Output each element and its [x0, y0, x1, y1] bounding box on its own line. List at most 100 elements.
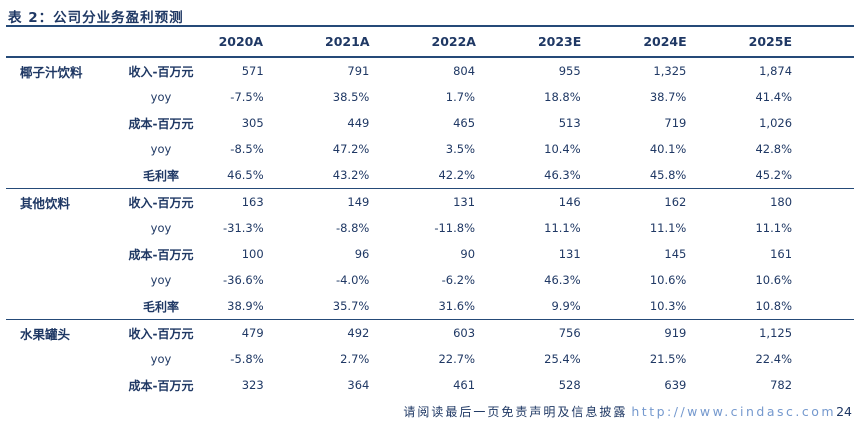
value-cell: 10.6% [755, 273, 793, 287]
year-header: 2020A [218, 34, 264, 49]
metric-label: yoy [150, 142, 172, 156]
metric-label: 成本-百万元 [128, 116, 194, 131]
value-cell: 47.2% [332, 142, 370, 156]
profit-forecast-table: 2020A 2021A 2022A 2023E 2024E 2025E 椰子汁饮料 收入-百… [6, 25, 854, 398]
value-cell: 791 [347, 64, 370, 78]
metric-label: 毛利率 [142, 168, 179, 183]
value-cell: 305 [241, 116, 264, 130]
value-cell: 465 [453, 116, 476, 130]
value-cell: -31.3% [222, 221, 264, 235]
value-cell: 46.3% [544, 273, 581, 287]
value-cell: 449 [347, 116, 370, 130]
value-cell: 25.4% [544, 352, 581, 366]
value-cell: 461 [453, 378, 476, 392]
value-cell: 45.8% [649, 168, 687, 182]
value-cell: 719 [664, 116, 687, 130]
value-cell: 323 [241, 378, 264, 392]
value-cell: 639 [664, 378, 687, 392]
table-row: 水果罐头 收入-百万元 479 492 603 756 919 1,125 [6, 320, 854, 346]
value-cell: 955 [558, 64, 581, 78]
value-cell: 131 [558, 247, 581, 261]
value-cell: 756 [558, 326, 581, 340]
year-header: 2022A [431, 34, 476, 49]
value-cell: 11.1% [544, 221, 581, 235]
table-row: 毛利率 46.5% 43.2% 42.2% 46.3% 45.8% 45.2% [6, 162, 854, 188]
value-cell: 571 [241, 64, 264, 78]
value-cell: 42.8% [755, 142, 793, 156]
value-cell: 1,325 [653, 64, 687, 78]
page-number: 24 [836, 404, 852, 419]
value-cell: 146 [558, 195, 581, 209]
table-row: 其他饮料 收入-百万元 163 149 131 146 162 180 [6, 189, 854, 215]
value-cell: 364 [347, 378, 370, 392]
value-cell: 492 [347, 326, 370, 340]
value-cell: 40.1% [649, 142, 687, 156]
value-cell: 1.7% [445, 90, 476, 104]
metric-label: yoy [150, 90, 172, 104]
table-row: yoy -31.3% -8.8% -11.8% 11.1% 11.1% 11.1% [6, 215, 854, 241]
metric-label: 收入-百万元 [128, 326, 194, 341]
table-title: 表 2：公司分业务盈利预测 [8, 10, 184, 26]
value-cell: 90 [460, 247, 476, 261]
value-cell: -6.2% [441, 273, 476, 287]
metric-label: yoy [150, 352, 172, 366]
value-cell: -5.8% [230, 352, 264, 366]
value-cell: 35.7% [332, 299, 370, 313]
table-row: yoy -7.5% 38.5% 1.7% 18.8% 38.7% 41.4% [6, 84, 854, 110]
value-cell: 2.7% [340, 352, 370, 366]
value-cell: 18.8% [544, 90, 581, 104]
table-row: 成本-百万元 323 364 461 528 639 782 [6, 372, 854, 398]
value-cell: 45.2% [755, 168, 793, 182]
value-cell: -8.5% [230, 142, 264, 156]
value-cell: -36.6% [222, 273, 264, 287]
value-cell: 38.9% [227, 299, 264, 313]
value-cell: 22.7% [438, 352, 476, 366]
segment-group: 其他饮料 收入-百万元 163 149 131 146 162 180 yoy -31.3% -8.… [6, 189, 854, 320]
table-body: 椰子汁饮料 收入-百万元 571 791 804 955 1,325 1,874 yoy -7.5… [6, 58, 854, 398]
metric-label: yoy [150, 273, 172, 287]
value-cell: 10.4% [544, 142, 581, 156]
value-cell: 100 [241, 247, 264, 261]
value-cell: 161 [770, 247, 793, 261]
value-cell: 3.5% [445, 142, 476, 156]
metric-label: 收入-百万元 [128, 195, 194, 210]
metric-label: 成本-百万元 [128, 378, 194, 393]
value-cell: 10.8% [755, 299, 793, 313]
footer-url-link[interactable]: http://www.cindasc.com [631, 404, 837, 419]
value-cell: 163 [241, 195, 264, 209]
value-cell: -7.5% [230, 90, 264, 104]
value-cell: 149 [347, 195, 370, 209]
metric-label: 成本-百万元 [128, 247, 194, 262]
segment-label: 椰子汁饮料 [20, 64, 83, 80]
value-cell: 131 [453, 195, 476, 209]
metric-label: 毛利率 [142, 299, 179, 314]
table-row: yoy -5.8% 2.7% 22.7% 25.4% 21.5% 22.4% [6, 346, 854, 372]
year-header: 2024E [643, 34, 687, 49]
value-cell: -11.8% [434, 221, 476, 235]
value-cell: 1,026 [759, 116, 793, 130]
value-cell: 528 [558, 378, 581, 392]
value-cell: 11.1% [755, 221, 793, 235]
value-cell: 1,874 [759, 64, 793, 78]
value-cell: 919 [664, 326, 687, 340]
value-cell: 162 [664, 195, 687, 209]
value-cell: 782 [770, 378, 793, 392]
table-row: 毛利率 38.9% 35.7% 31.6% 9.9% 10.3% 10.8% [6, 293, 854, 319]
table-row: 成本-百万元 100 96 90 131 145 161 [6, 241, 854, 267]
value-cell: 96 [354, 247, 370, 261]
segment-label: 水果罐头 [20, 326, 71, 342]
value-cell: 804 [453, 64, 476, 78]
value-cell: 9.9% [551, 299, 581, 313]
metric-label: 收入-百万元 [128, 64, 194, 79]
value-cell: -8.8% [335, 221, 370, 235]
value-cell: 10.6% [649, 273, 687, 287]
metric-label: yoy [150, 221, 172, 235]
value-cell: 180 [770, 195, 793, 209]
value-cell: 43.2% [332, 168, 370, 182]
value-cell: 41.4% [755, 90, 793, 104]
value-cell: 38.5% [332, 90, 370, 104]
table-row: 椰子汁饮料 收入-百万元 571 791 804 955 1,325 1,874 [6, 58, 854, 84]
table-row: yoy -36.6% -4.0% -6.2% 46.3% 10.6% 10.6% [6, 267, 854, 293]
value-cell: 38.7% [649, 90, 687, 104]
